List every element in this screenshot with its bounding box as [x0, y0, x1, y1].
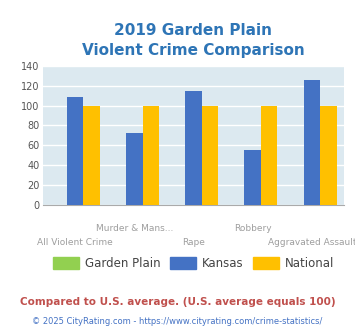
Text: Aggravated Assault: Aggravated Assault [268, 238, 355, 247]
Title: 2019 Garden Plain
Violent Crime Comparison: 2019 Garden Plain Violent Crime Comparis… [82, 23, 305, 58]
Bar [126, 133, 143, 205]
Text: Compared to U.S. average. (U.S. average equals 100): Compared to U.S. average. (U.S. average … [20, 297, 335, 307]
Bar [67, 97, 83, 205]
Bar [244, 150, 261, 205]
Bar [83, 106, 100, 205]
Bar [202, 106, 218, 205]
Legend: Garden Plain, Kansas, National: Garden Plain, Kansas, National [48, 252, 339, 275]
Bar [261, 106, 278, 205]
Text: All Violent Crime: All Violent Crime [37, 238, 113, 247]
Text: Robbery: Robbery [234, 224, 272, 233]
Text: © 2025 CityRating.com - https://www.cityrating.com/crime-statistics/: © 2025 CityRating.com - https://www.city… [32, 317, 323, 326]
Bar [143, 106, 159, 205]
Text: Rape: Rape [182, 238, 205, 247]
Bar [304, 80, 320, 205]
Bar [320, 106, 337, 205]
Bar [185, 91, 202, 205]
Text: Murder & Mans...: Murder & Mans... [95, 224, 173, 233]
